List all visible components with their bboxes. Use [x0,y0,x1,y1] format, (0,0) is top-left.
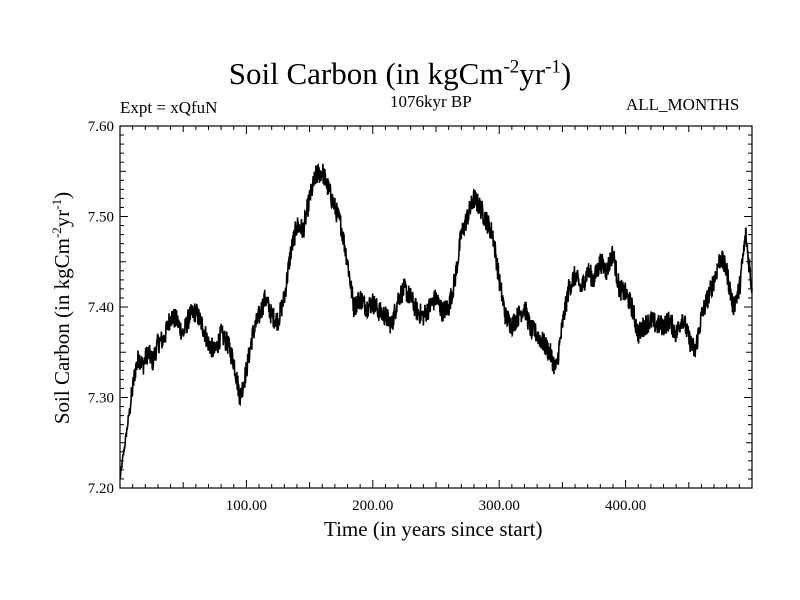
x-tick-label: 200.00 [352,498,393,514]
plot-frame [119,125,753,489]
y-tick-label: 7.50 [88,210,114,226]
period-label: 1076kyr BP [390,92,472,111]
months-label: ALL_MONTHS [626,95,740,114]
series-line-soil-carbon [119,162,753,479]
y-tick-label: 7.40 [88,300,114,316]
y-tick-label: 7.20 [88,481,114,497]
chart-title: Soil Carbon (in kgCm-2yr-1) [228,56,572,91]
x-tick-label: 400.00 [605,498,646,514]
experiment-label: Expt = xQfuN [120,98,218,117]
y-tick-label: 7.30 [88,391,114,407]
y-tick-label: 7.60 [88,119,114,135]
x-tick-label: 100.00 [226,498,267,514]
x-tick-label: 300.00 [479,498,520,514]
x-axis-label: Time (in years since start) [324,517,543,541]
y-axis-label: Soil Carbon (in kgCm-2yr-1) [49,191,74,425]
